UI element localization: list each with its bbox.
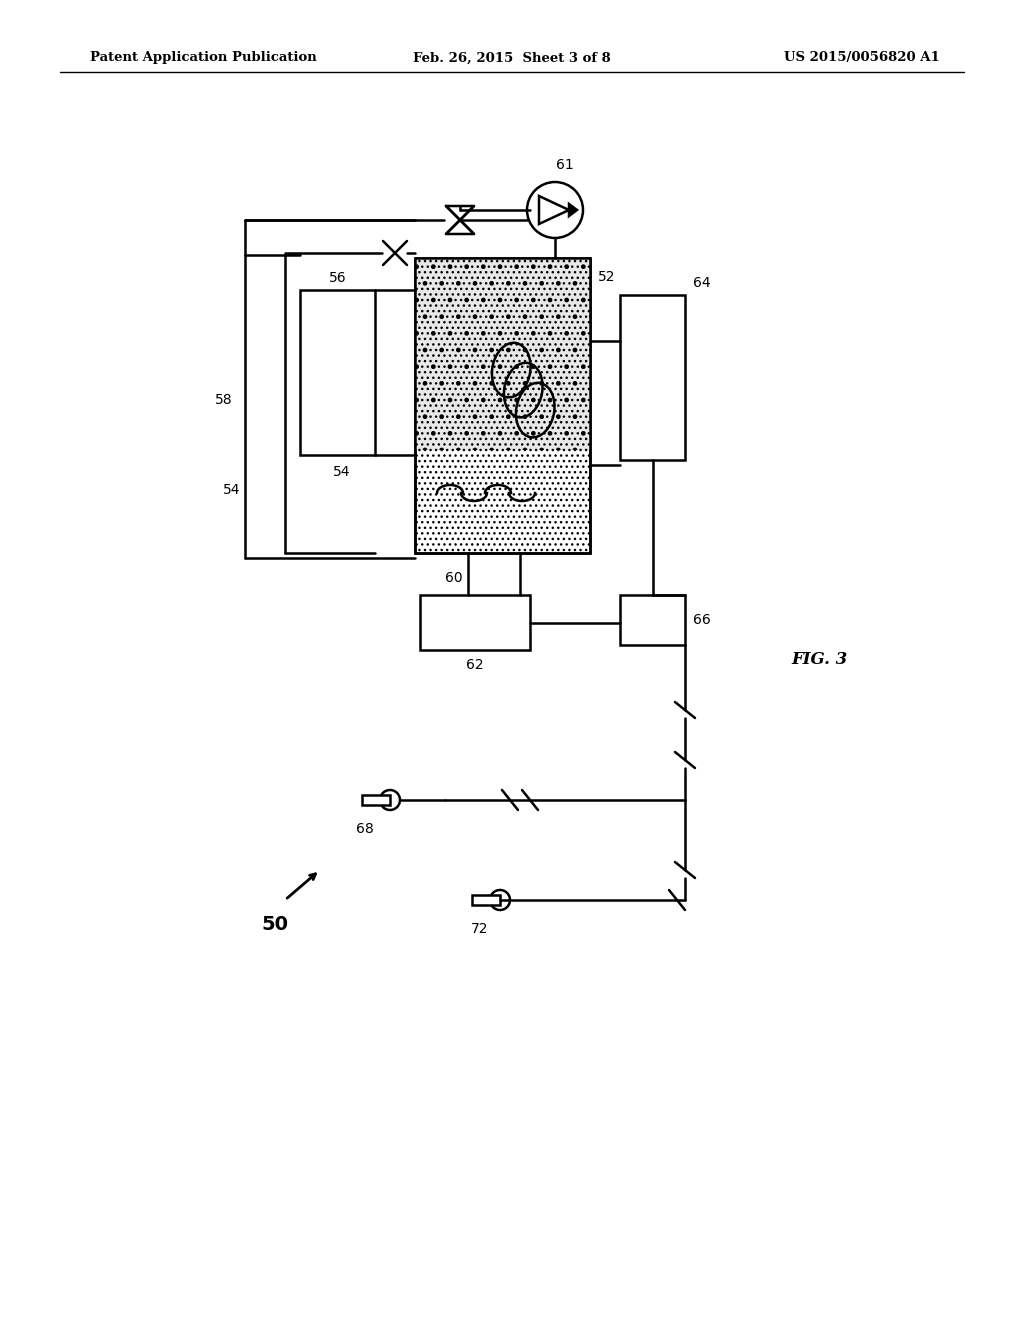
Text: 72: 72 xyxy=(471,921,488,936)
Text: 62: 62 xyxy=(466,657,483,672)
Text: 50: 50 xyxy=(261,915,289,935)
Text: US 2015/0056820 A1: US 2015/0056820 A1 xyxy=(784,51,940,65)
Text: 58: 58 xyxy=(215,393,233,407)
Bar xyxy=(415,257,590,450)
Text: 66: 66 xyxy=(693,612,711,627)
Text: 54: 54 xyxy=(222,483,240,498)
Bar xyxy=(415,257,590,553)
Bar xyxy=(415,257,590,553)
Bar xyxy=(415,257,590,450)
Bar xyxy=(420,595,530,649)
Text: 54: 54 xyxy=(333,465,350,479)
Text: 61: 61 xyxy=(556,158,573,172)
Text: 56: 56 xyxy=(329,271,346,285)
Text: Feb. 26, 2015  Sheet 3 of 8: Feb. 26, 2015 Sheet 3 of 8 xyxy=(413,51,611,65)
Bar xyxy=(300,290,375,455)
Text: FIG. 3: FIG. 3 xyxy=(792,652,848,668)
Text: 60: 60 xyxy=(445,572,463,585)
Text: 64: 64 xyxy=(693,276,711,290)
Text: 52: 52 xyxy=(598,271,615,284)
Bar xyxy=(472,895,500,906)
Bar xyxy=(620,294,685,459)
Text: Patent Application Publication: Patent Application Publication xyxy=(90,51,316,65)
Bar xyxy=(362,795,390,805)
Bar xyxy=(620,595,685,645)
Polygon shape xyxy=(569,205,577,216)
Text: 68: 68 xyxy=(356,822,374,836)
